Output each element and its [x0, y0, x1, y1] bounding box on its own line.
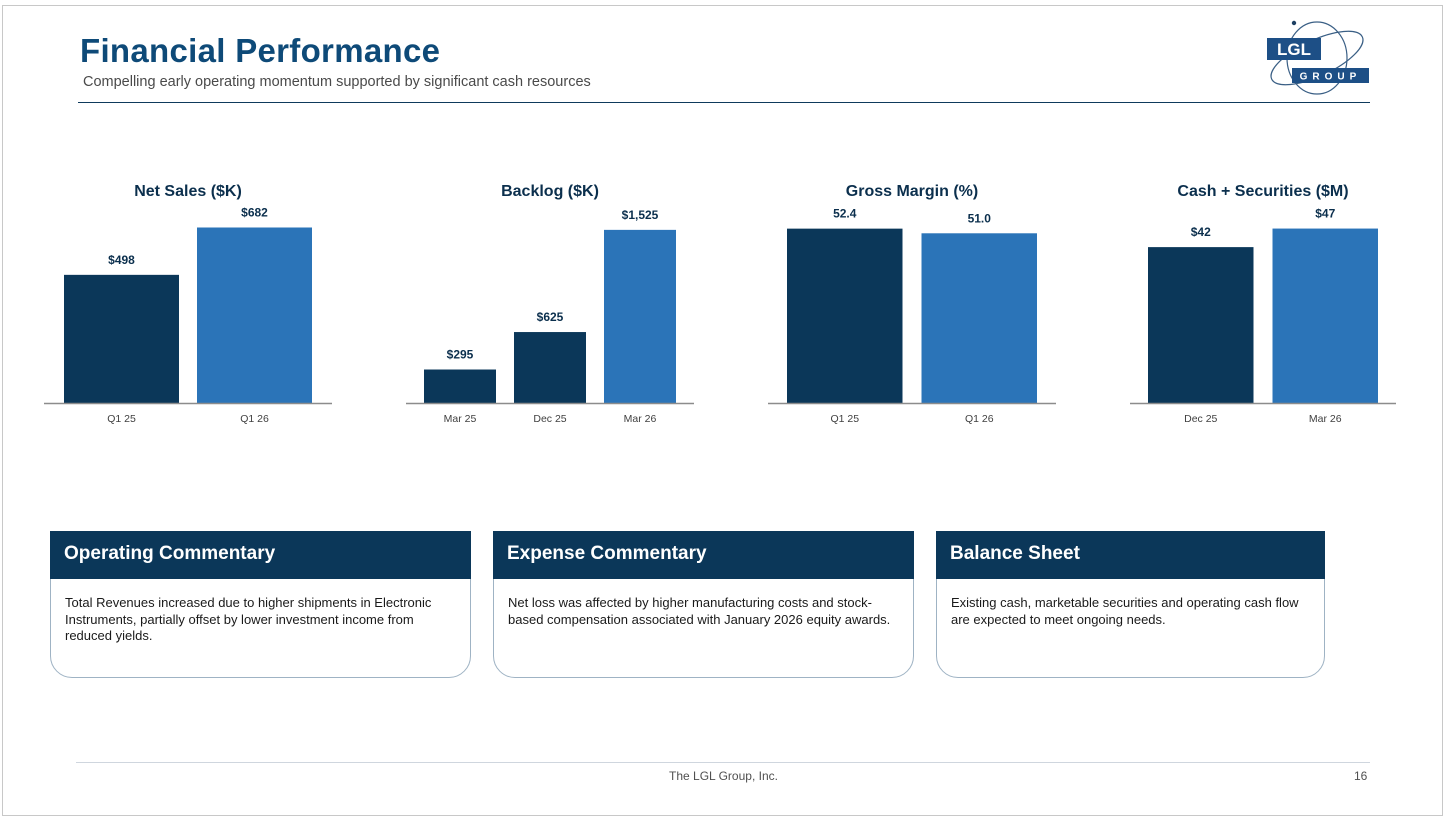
data-label: $1,525	[622, 208, 659, 222]
chart-cash-securities: Cash + Securities ($M) $42 Dec 25 $47 Mar 26	[1130, 170, 1396, 440]
tick-label: Mar 26	[624, 413, 657, 425]
slide-frame	[2, 5, 1443, 816]
data-label: $682	[241, 205, 268, 219]
page-subtitle: Compelling early operating momentum supp…	[83, 74, 591, 90]
chart-net-sales: Net Sales ($K) $498 Q1 25 $682 Q1 26	[44, 170, 332, 440]
data-label: $47	[1315, 207, 1335, 221]
tick-label: Dec 25	[533, 413, 566, 425]
bar	[64, 274, 179, 403]
card-heading: Balance Sheet	[936, 531, 1325, 579]
data-label: $625	[537, 310, 564, 324]
bar	[1148, 247, 1254, 403]
card-heading: Operating Commentary	[50, 531, 471, 579]
tick-label: Mar 26	[1309, 413, 1342, 425]
chart-title: Cash + Securities ($M)	[1177, 183, 1348, 200]
tick-label: Dec 25	[1184, 413, 1217, 425]
bar	[1272, 228, 1378, 403]
bar	[604, 229, 676, 403]
chart-backlog: Backlog ($K) $295 Mar 25 $625 Dec 25 $1,525 Ma…	[406, 170, 694, 440]
footer-company: The LGL Group, Inc.	[669, 769, 778, 783]
chart-svg: Backlog ($K) $295 Mar 25 $625 Dec 25 $1,525 Ma…	[406, 183, 694, 425]
card-expense-commentary: Expense Commentary Net loss was affected…	[493, 531, 914, 678]
data-label: $42	[1191, 225, 1211, 239]
card-body: Net loss was affected by higher manufact…	[508, 595, 891, 627]
tick-label: Q1 25	[107, 413, 136, 425]
logo-top-text: LGL	[1277, 40, 1311, 59]
chart-title: Net Sales ($K)	[134, 183, 242, 200]
chart-gross-margin: Gross Margin (%) 52.4 Q1 25 51.0 Q1 26	[768, 170, 1056, 440]
card-body: Total Revenues increased due to higher s…	[65, 595, 432, 643]
tick-label: Q1 26	[965, 413, 994, 425]
page-number: 16	[1354, 769, 1368, 783]
data-label: $295	[447, 348, 474, 362]
bar	[514, 332, 586, 403]
card-body: Existing cash, marketable securities and…	[951, 595, 1299, 627]
chart-title: Gross Margin (%)	[846, 183, 978, 200]
chart-title: Backlog ($K)	[501, 183, 599, 200]
tick-label: Q1 25	[830, 413, 859, 425]
page-title: Financial Performance	[80, 32, 441, 69]
data-label: 51.0	[968, 211, 992, 225]
card-heading: Expense Commentary	[493, 531, 914, 579]
logo-bottom-text: GROUP	[1300, 72, 1362, 83]
chart-svg: Cash + Securities ($M) $42 Dec 25 $47 Mar 26	[1130, 183, 1396, 425]
footer-divider	[76, 762, 1370, 763]
data-label: $498	[108, 253, 135, 267]
header-divider	[78, 102, 1370, 103]
bar	[787, 228, 903, 403]
card-balance-sheet: Balance Sheet Existing cash, marketable …	[936, 531, 1325, 678]
bar	[921, 233, 1037, 403]
tick-label: Q1 26	[240, 413, 269, 425]
lgl-group-logo: LGL GROUP	[1267, 20, 1369, 95]
tick-label: Mar 25	[444, 413, 477, 425]
bar	[424, 369, 496, 403]
chart-svg: Net Sales ($K) $498 Q1 25 $682 Q1 26	[44, 183, 332, 425]
card-operating-commentary: Operating Commentary Total Revenues incr…	[50, 531, 471, 678]
bar	[197, 227, 312, 403]
data-label: 52.4	[833, 207, 857, 221]
chart-svg: Gross Margin (%) 52.4 Q1 25 51.0 Q1 26	[768, 183, 1056, 425]
